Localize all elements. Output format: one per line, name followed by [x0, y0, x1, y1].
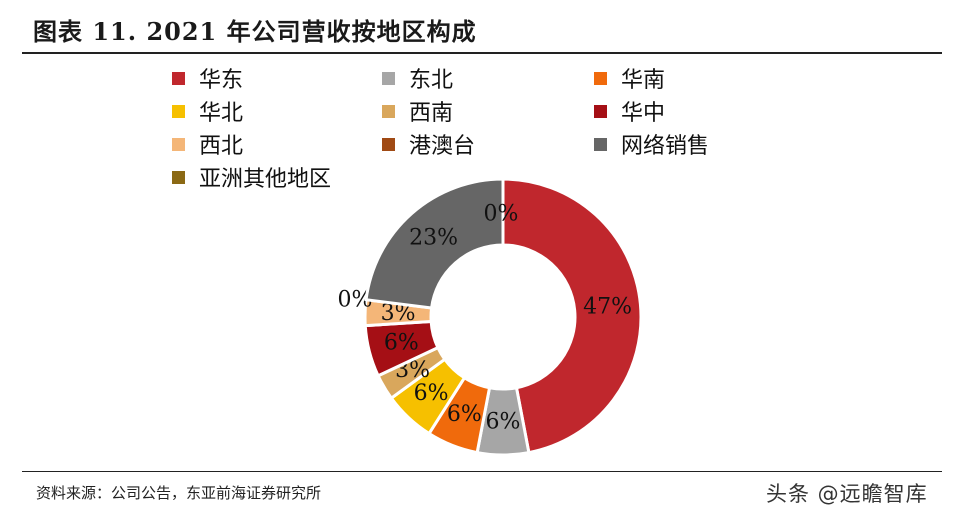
- legend-item-yazhou: 亚洲其他地区: [172, 161, 331, 193]
- legend-swatch: [172, 137, 185, 151]
- legend-label: 华中: [621, 101, 666, 126]
- legend-item-huanan: 华南: [594, 62, 665, 94]
- legend-swatch: [594, 104, 607, 118]
- legend-label: 网络销售: [621, 134, 710, 159]
- legend-item-xinan: 西南: [382, 95, 453, 127]
- legend-swatch: [594, 71, 607, 85]
- source-note: 资料来源：公司公告，东亚前海证券研究所: [36, 484, 322, 502]
- legend-item-huabei: 华北: [172, 95, 243, 127]
- chart-title: 图表 11. 2021 年公司营收按地区构成: [33, 17, 477, 46]
- legend-swatch: [172, 104, 185, 118]
- data-label-yazhou: 0%: [484, 202, 519, 227]
- data-label-huanan: 6%: [447, 402, 482, 427]
- legend-swatch: [594, 137, 607, 151]
- legend-label: 华北: [199, 101, 244, 126]
- legend-swatch: [382, 71, 395, 85]
- legend-label: 亚洲其他地区: [199, 167, 332, 192]
- legend-label: 西北: [199, 134, 244, 159]
- data-label-huadong: 47%: [583, 295, 632, 320]
- legend-item-xibei: 西北: [172, 128, 243, 160]
- data-label-huazhong: 6%: [384, 331, 419, 356]
- legend-item-dongbei: 东北: [382, 62, 453, 94]
- legend-swatch: [382, 137, 395, 151]
- legend-item-huadong: 华东: [172, 62, 243, 94]
- data-label-dongbei: 6%: [486, 410, 521, 435]
- legend-item-huazhong: 华中: [594, 95, 665, 127]
- legend-label: 华东: [199, 68, 244, 93]
- legend-label: 华南: [621, 68, 666, 93]
- legend-swatch: [172, 71, 185, 85]
- data-label-wangluo: 23%: [409, 226, 458, 251]
- watermark: 头条 @远瞻智库: [766, 482, 928, 506]
- legend-swatch: [172, 170, 185, 184]
- slice-wangluo: [364, 177, 505, 310]
- legend-swatch: [382, 104, 395, 118]
- legend-label: 港澳台: [409, 134, 476, 159]
- chart-legend: 华东 东北 华南 华北 西南 华中 西北 港澳台 网络销售 亚洲其他地区: [172, 62, 792, 197]
- slice-huadong: [501, 177, 643, 455]
- legend-item-wangluo: 网络销售: [594, 128, 709, 160]
- legend-item-gangaotai: 港澳台: [382, 128, 475, 160]
- footer-rule: [22, 471, 942, 472]
- data-label-huabei: 6%: [414, 381, 449, 406]
- title-rule: [22, 52, 942, 54]
- legend-label: 西南: [409, 101, 454, 126]
- legend-label: 东北: [409, 68, 454, 93]
